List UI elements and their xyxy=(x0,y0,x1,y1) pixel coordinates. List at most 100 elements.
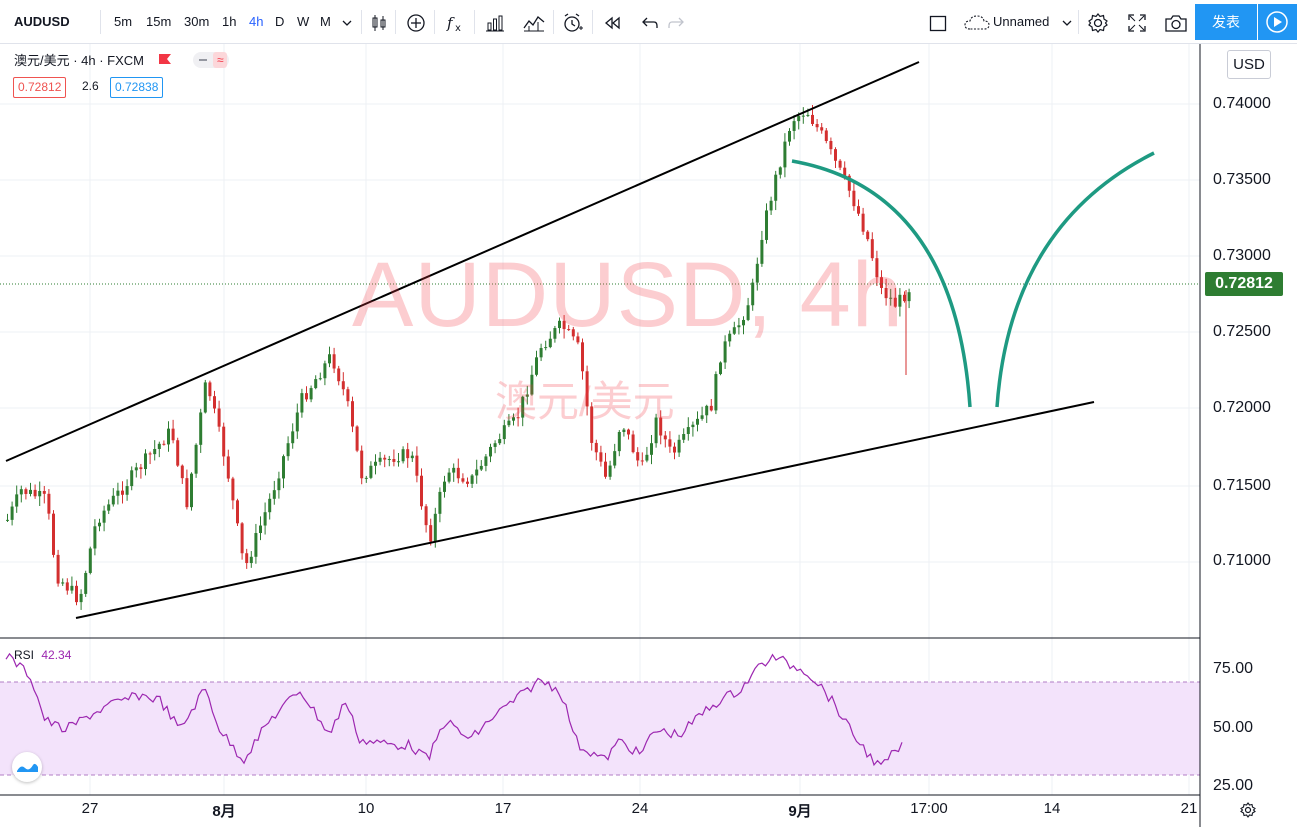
candle-body xyxy=(636,452,640,461)
templates-icon[interactable] xyxy=(523,0,545,44)
candles-icon[interactable] xyxy=(370,0,388,44)
interval-15m[interactable]: 15m xyxy=(146,14,172,29)
candle-body xyxy=(424,506,428,526)
candle-body xyxy=(608,465,612,477)
candle-body xyxy=(38,490,42,497)
candle-body xyxy=(88,548,92,573)
publish-button[interactable]: 发表 xyxy=(1195,4,1257,40)
candle-body xyxy=(571,329,575,337)
candle-body xyxy=(295,412,299,432)
candle-body xyxy=(622,429,626,432)
candle-body xyxy=(746,305,750,320)
candle-body xyxy=(134,467,138,471)
candle-body xyxy=(305,393,308,400)
candle-body xyxy=(199,412,203,445)
layout-name-button[interactable]: Unnamed xyxy=(993,14,1050,29)
candle-body xyxy=(378,457,382,462)
candle-body xyxy=(512,417,515,421)
expand-icon[interactable] xyxy=(1127,0,1147,44)
candle-body xyxy=(93,526,97,549)
candle-body xyxy=(346,389,350,402)
toolbar-divider xyxy=(1078,10,1079,34)
candle-body xyxy=(47,493,51,514)
candle-body xyxy=(374,461,377,466)
tradingview-logo[interactable] xyxy=(12,752,42,782)
time-label: 14 xyxy=(1043,800,1061,817)
replay-icon[interactable] xyxy=(603,0,621,44)
interval-d[interactable]: D xyxy=(275,14,285,29)
gear-icon[interactable] xyxy=(1087,0,1109,44)
redo-icon[interactable] xyxy=(668,0,686,44)
spread-value: 2.6 xyxy=(82,79,99,93)
chart-canvas[interactable] xyxy=(0,44,1297,827)
candle-body xyxy=(171,428,175,441)
play-button[interactable] xyxy=(1258,4,1297,40)
interval-5m[interactable]: 5m xyxy=(114,14,133,29)
candle-body xyxy=(157,443,161,449)
ask-price-box[interactable]: 0.72838 xyxy=(110,77,164,98)
candle-body xyxy=(282,456,285,479)
currency-button[interactable]: USD xyxy=(1227,50,1271,79)
interval-30m[interactable]: 30m xyxy=(184,14,210,29)
candle-body xyxy=(521,396,525,418)
candle-body xyxy=(447,472,451,482)
interval-m[interactable]: M xyxy=(320,14,331,29)
candle-body xyxy=(222,426,226,457)
projection-arc-down[interactable] xyxy=(791,159,972,408)
candle-body xyxy=(144,453,147,470)
price-label: 0.72000 xyxy=(1213,399,1271,416)
rsi-axis-label: 75.00 xyxy=(1213,660,1254,677)
undo-icon[interactable] xyxy=(640,0,658,44)
wave-icon[interactable]: ≈ xyxy=(193,52,230,68)
candle-body xyxy=(843,167,847,176)
settings-gear-icon[interactable] xyxy=(1240,802,1256,823)
candle-body xyxy=(15,494,19,507)
financials-icon[interactable] xyxy=(485,0,505,44)
candle-body xyxy=(479,465,483,470)
candle-body xyxy=(783,141,787,168)
candle-body xyxy=(562,320,566,330)
lower-trendline[interactable] xyxy=(75,401,1095,619)
time-label: 9月 xyxy=(788,803,812,820)
candle-body xyxy=(498,439,502,444)
last-price-tag: 0.72812 xyxy=(1205,272,1283,296)
symbol-search-button[interactable]: AUDUSD xyxy=(14,14,70,29)
candle-body xyxy=(640,460,644,462)
candle-body xyxy=(236,500,239,524)
upper-trendline[interactable] xyxy=(5,61,920,462)
grid-lines xyxy=(0,44,1200,795)
interval-w[interactable]: W xyxy=(297,14,310,29)
candle-body xyxy=(788,130,791,142)
candle-body xyxy=(194,444,198,474)
candle-body xyxy=(176,440,180,466)
candle-body xyxy=(617,431,621,452)
candle-body xyxy=(548,338,552,348)
camera-icon[interactable] xyxy=(1164,0,1188,44)
interval-1h[interactable]: 1h xyxy=(222,14,237,29)
candle-body xyxy=(56,554,60,584)
chevron-down-icon[interactable] xyxy=(342,0,352,44)
candle-body xyxy=(52,513,55,555)
candle-body xyxy=(139,467,143,470)
candle-body xyxy=(613,451,617,466)
candle-body xyxy=(42,490,46,494)
toolbar-divider xyxy=(592,10,593,34)
alert-clock-icon[interactable] xyxy=(562,0,584,44)
candle-body xyxy=(732,327,736,334)
projection-arc-up[interactable] xyxy=(995,151,1155,408)
candle-body xyxy=(208,382,212,397)
tradingview-logo-icon xyxy=(17,763,38,772)
candle-body xyxy=(84,572,88,594)
candle-body xyxy=(406,449,410,459)
add-compare-icon[interactable] xyxy=(406,0,426,44)
candle-body xyxy=(751,282,755,306)
fullscreen-toggle-icon[interactable] xyxy=(929,0,947,44)
candle-body xyxy=(318,378,322,380)
bid-price-box[interactable]: 0.72812 xyxy=(13,77,67,98)
layout-chevron-down-icon[interactable] xyxy=(1062,0,1072,44)
interval-4h[interactable]: 4h xyxy=(249,14,264,29)
candle-body xyxy=(456,467,460,479)
candle-body xyxy=(98,522,101,527)
candle-body xyxy=(268,498,272,513)
